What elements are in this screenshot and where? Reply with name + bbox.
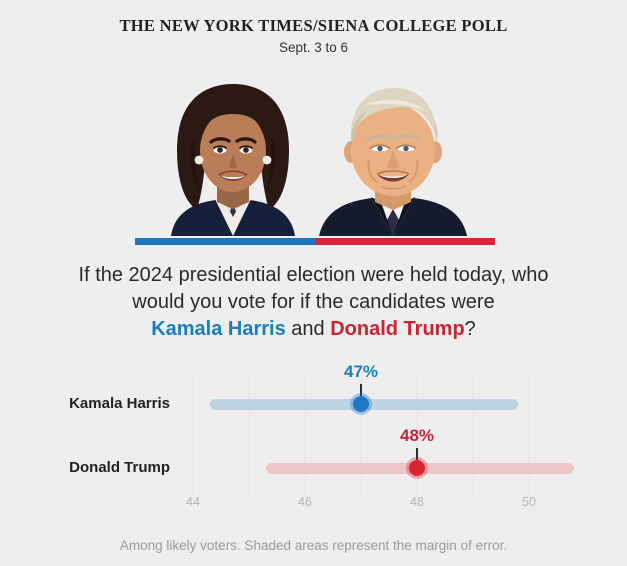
gridline-46 bbox=[305, 375, 306, 497]
gridline-44 bbox=[193, 375, 194, 497]
question-name-harris: Kamala Harris bbox=[151, 318, 286, 340]
chart-footnote: Among likely voters. Shaded areas repres… bbox=[119, 538, 508, 553]
value-stem-2 bbox=[416, 448, 418, 464]
poll-header: THE NEW YORK TIMES/SIENA COLLEGE POLL Se… bbox=[0, 0, 627, 56]
poll-question: If the 2024 presidential election were h… bbox=[33, 262, 594, 343]
question-line-1: If the 2024 presidential election were h… bbox=[78, 264, 549, 286]
x-axis-tick-48: 48 bbox=[410, 495, 424, 509]
value-label-1: 47% bbox=[343, 362, 379, 381]
poll-date-range: Sept. 3 to 6 bbox=[278, 40, 349, 56]
color-bar-harris bbox=[135, 238, 315, 245]
color-bar-trump bbox=[315, 238, 495, 245]
gridline-45 bbox=[249, 375, 250, 497]
gridline-49 bbox=[473, 375, 474, 497]
gridline-50 bbox=[529, 375, 530, 497]
value-label-2: 48% bbox=[399, 426, 435, 445]
question-line-3: Kamala Harris and Donald Trump? bbox=[33, 316, 594, 343]
chart-gridlines bbox=[0, 355, 627, 515]
harris-portrait-icon bbox=[153, 78, 313, 236]
trump-portrait-icon bbox=[307, 78, 479, 236]
photo-donald-trump bbox=[307, 78, 479, 236]
question-name-trump: Donald Trump bbox=[330, 318, 465, 340]
question-conjunction: and bbox=[285, 318, 331, 340]
question-mark: ? bbox=[464, 318, 476, 340]
gridline-47 bbox=[361, 375, 362, 497]
value-stem-1 bbox=[360, 384, 362, 400]
chart-row-label-2: Donald Trump bbox=[69, 459, 170, 476]
gridline-48 bbox=[417, 375, 418, 497]
chart-row-label-1: Kamala Harris bbox=[69, 395, 170, 412]
x-axis-tick-44: 44 bbox=[186, 495, 200, 509]
value-dot-1[interactable] bbox=[353, 396, 369, 412]
x-axis-tick-50: 50 bbox=[522, 495, 536, 509]
chart-plot-area: Kamala Harris 47% Donald Trump 48% 44 46 48 50 bbox=[0, 355, 627, 515]
candidate-photos bbox=[135, 78, 495, 245]
photo-kamala-harris bbox=[153, 78, 313, 236]
page-title: THE NEW YORK TIMES/SIENA COLLEGE POLL bbox=[119, 16, 508, 35]
poll-results-chart: Kamala Harris 47% Donald Trump 48% 44 46 48 50 bbox=[0, 355, 627, 515]
x-axis-tick-46: 46 bbox=[298, 495, 312, 509]
value-dot-2[interactable] bbox=[409, 460, 425, 476]
question-line-2: would you vote for if the candidates wer… bbox=[132, 291, 495, 313]
candidate-color-bar bbox=[135, 238, 495, 245]
